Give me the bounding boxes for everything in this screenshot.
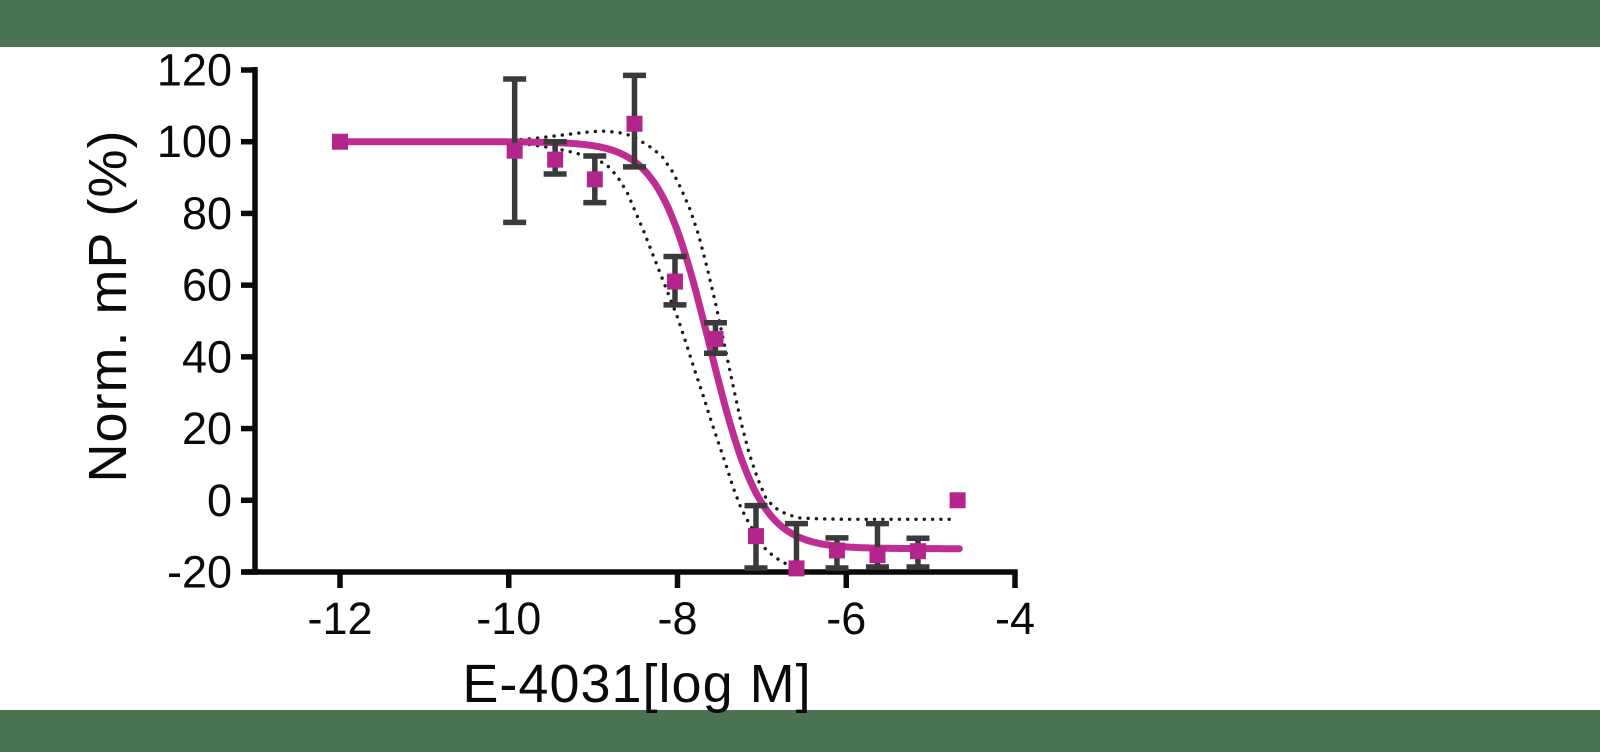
data-point-marker — [506, 142, 523, 159]
data-point-marker — [909, 543, 926, 560]
axes: 120 100 80 60 40 20 0 -20 -12 -10 -8 -6 -4 — [157, 45, 1035, 645]
data-points — [332, 115, 966, 577]
x-axis-title: E-4031[log M] — [462, 654, 811, 714]
confidence-bands — [502, 129, 956, 574]
fit-curve — [336, 138, 963, 553]
fit-curve-layer — [336, 138, 963, 553]
y-tick-label: 120 — [157, 45, 232, 96]
data-point-marker — [828, 542, 845, 559]
y-axis-title: Norm. mP (%) — [78, 129, 138, 482]
y-tick-label: 60 — [182, 260, 232, 311]
data-point-marker — [332, 133, 348, 150]
data-point-marker — [788, 560, 805, 577]
x-tick-label: -4 — [995, 593, 1035, 644]
data-point-marker — [626, 115, 643, 132]
bottom-banner — [0, 710, 1600, 752]
y-tick-label: 80 — [182, 188, 232, 239]
data-point-marker — [747, 528, 764, 545]
error-bars — [503, 72, 930, 572]
data-point-marker — [707, 330, 724, 347]
x-tick-label: -10 — [476, 593, 541, 644]
y-tick-label: 100 — [157, 116, 232, 167]
confidence-band-upper — [502, 129, 956, 521]
confidence-band-lower — [502, 140, 810, 574]
data-point-marker — [949, 492, 966, 509]
data-point-marker — [586, 171, 603, 188]
top-banner — [0, 0, 1600, 47]
x-tick-label: -12 — [307, 593, 372, 644]
y-tick-label: 0 — [207, 475, 232, 526]
data-point-marker — [547, 151, 564, 168]
y-tick-label: 40 — [182, 331, 232, 382]
x-tick-label: -6 — [826, 593, 866, 644]
data-point-marker — [666, 273, 683, 290]
y-tick-label: -20 — [167, 547, 232, 598]
x-tick-label: -8 — [657, 593, 697, 644]
y-tick-label: 20 — [182, 403, 232, 454]
data-point-marker — [869, 547, 886, 564]
